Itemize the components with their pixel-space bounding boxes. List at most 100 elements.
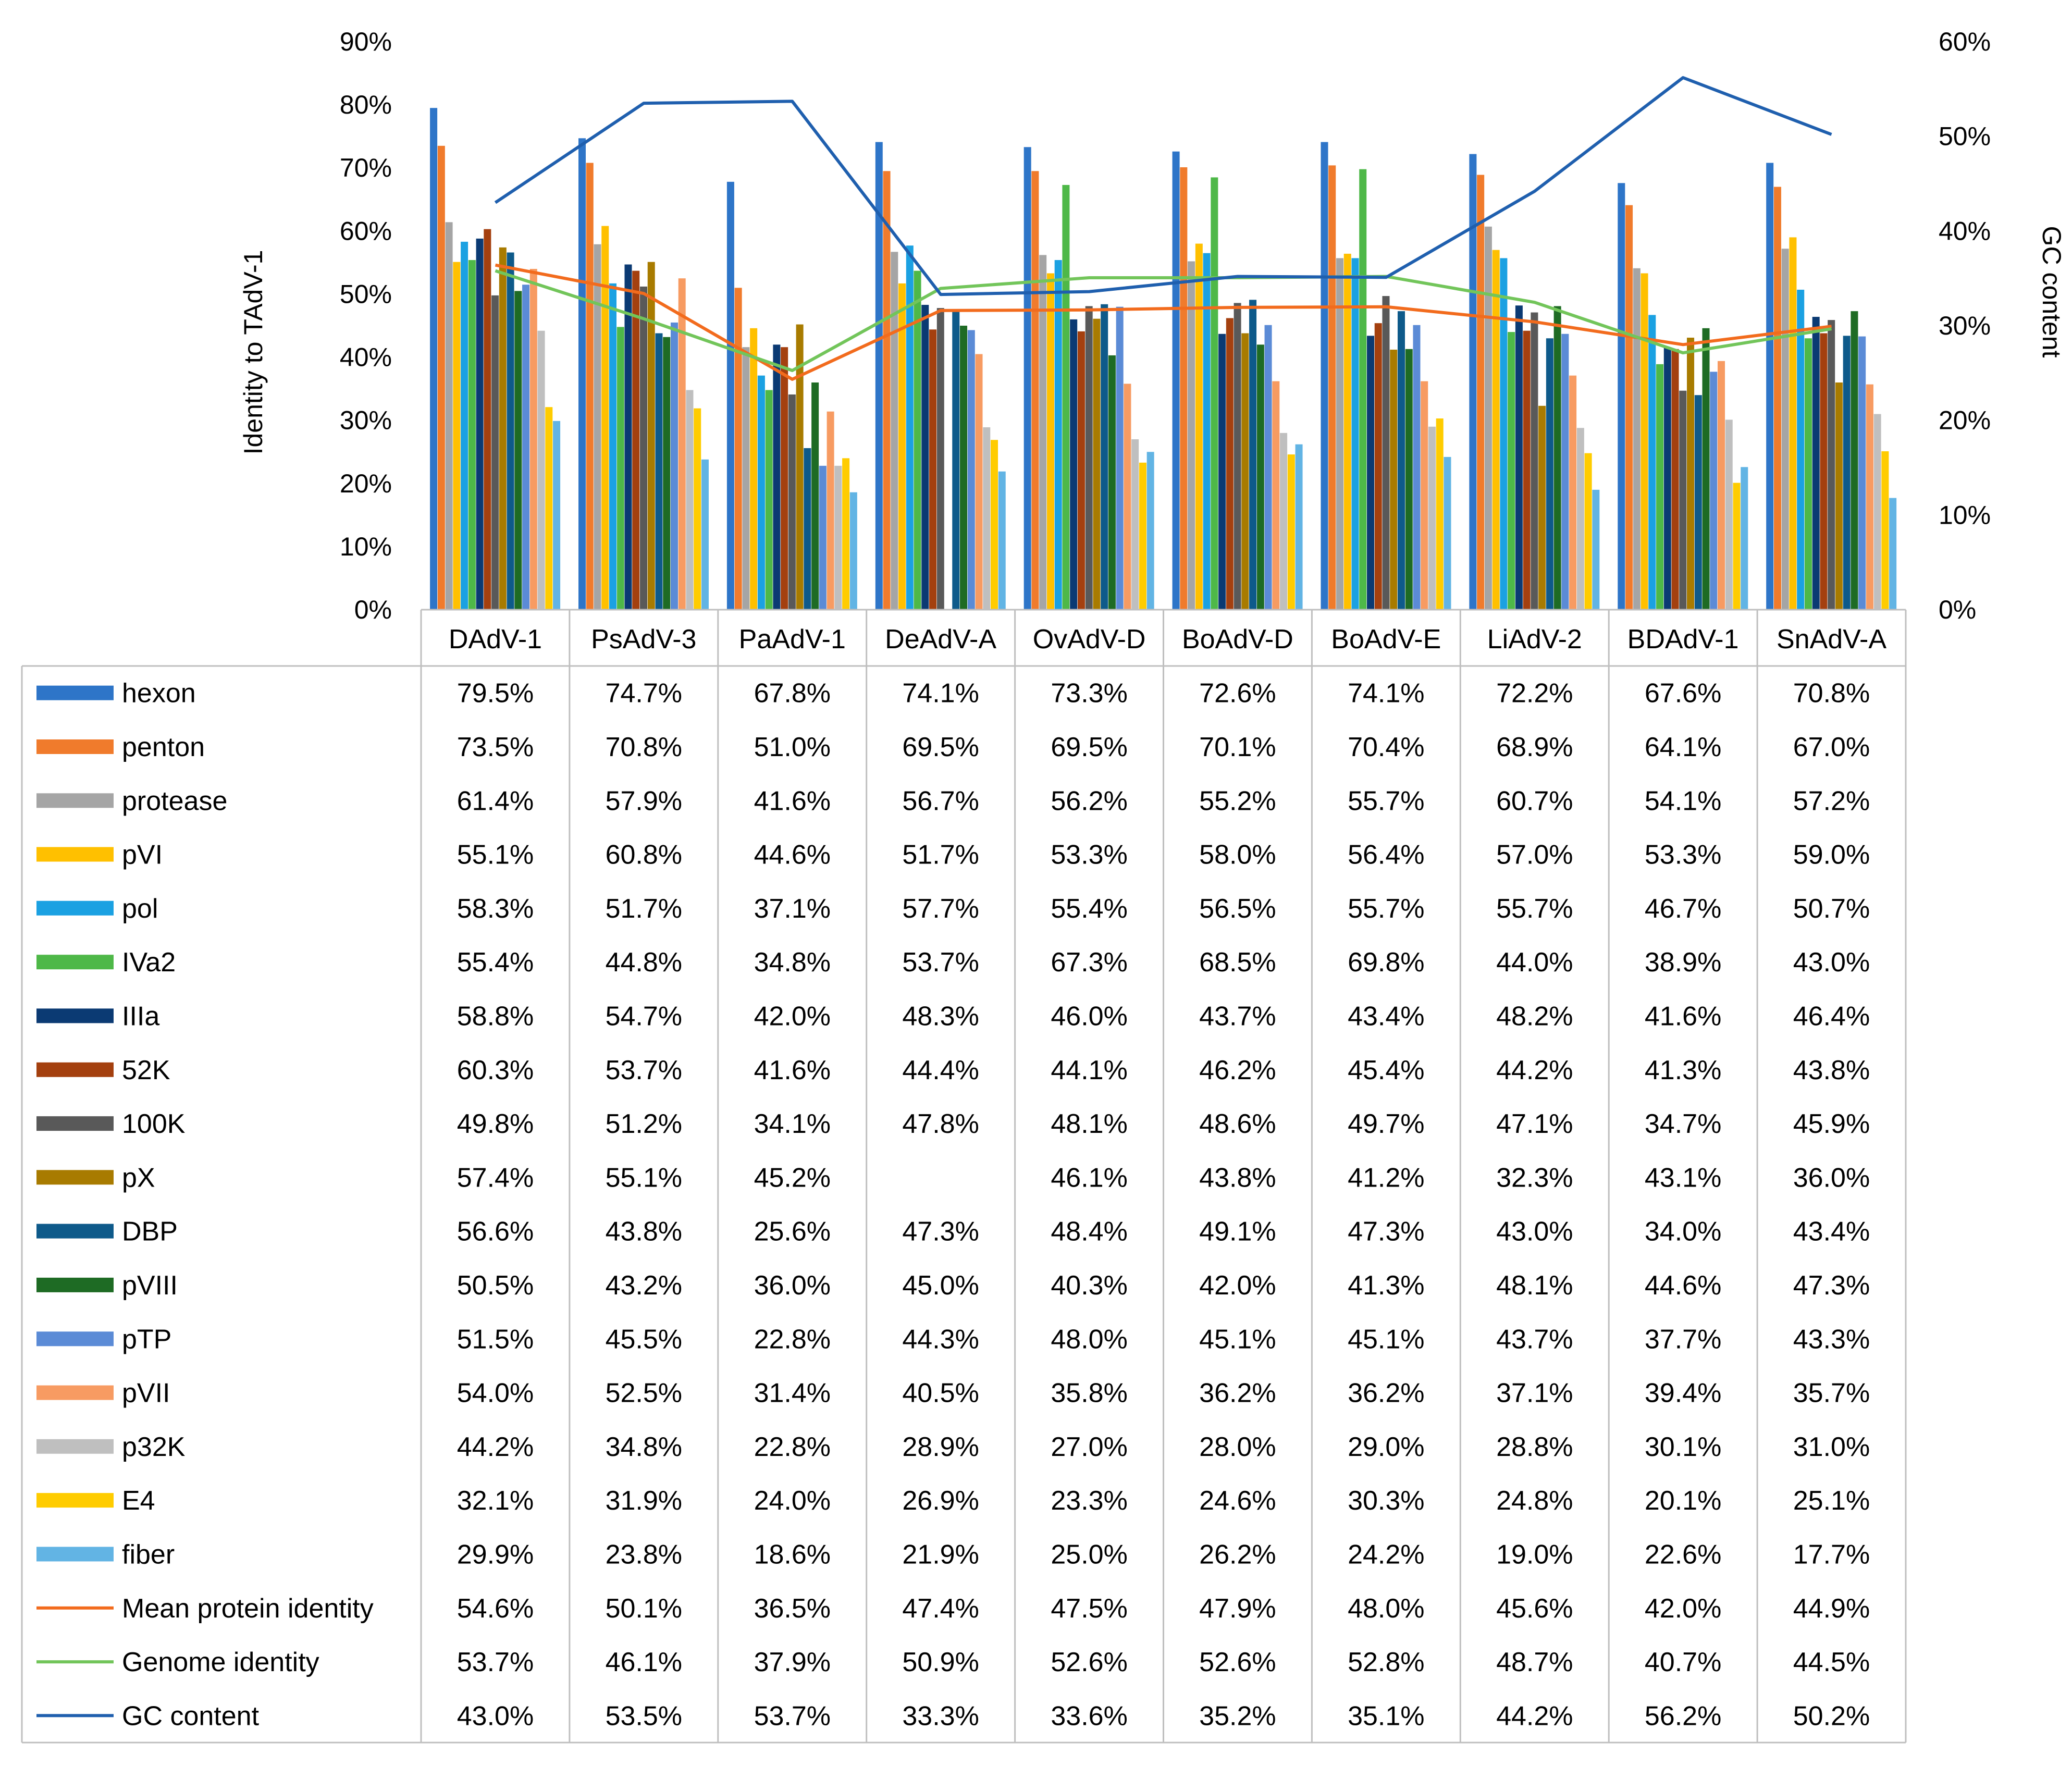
- data-label: 25.0%: [1051, 1539, 1127, 1570]
- bar-52k: [1523, 330, 1531, 610]
- bars-layer: [430, 108, 1897, 610]
- legend-swatch-iiia: [36, 1008, 114, 1023]
- y-tick-label: 60%: [340, 216, 392, 245]
- y-tick-label: 10%: [340, 532, 392, 561]
- bar-p32k: [1873, 414, 1881, 610]
- bar-ptp: [967, 330, 975, 610]
- bar-pol: [1351, 258, 1359, 610]
- data-label: 47.8%: [902, 1109, 979, 1139]
- bar-iva2: [914, 270, 921, 610]
- data-label: 74.1%: [1348, 678, 1424, 709]
- data-label: 48.4%: [1051, 1217, 1127, 1247]
- data-label: 42.0%: [1645, 1594, 1721, 1624]
- bar-fiber: [1592, 489, 1600, 610]
- data-label: 45.4%: [1348, 1055, 1424, 1085]
- bar-hexon: [578, 138, 586, 610]
- legend-label-protease: protease: [122, 786, 227, 816]
- data-label: 56.7%: [902, 786, 979, 816]
- data-label: 53.3%: [1051, 840, 1127, 870]
- bar-pvi: [1492, 250, 1500, 610]
- legend-swatch-fiber: [36, 1547, 114, 1562]
- data-label: 29.0%: [1348, 1432, 1424, 1462]
- data-label: 46.1%: [606, 1647, 682, 1677]
- bar-pviii: [663, 337, 671, 610]
- bar-hexon: [1766, 163, 1774, 610]
- bar-hexon: [875, 142, 883, 610]
- data-label: 22.8%: [754, 1432, 831, 1462]
- data-label: 28.0%: [1199, 1432, 1276, 1462]
- data-label: 29.9%: [457, 1539, 534, 1570]
- bar-52k: [1226, 318, 1234, 610]
- data-label: 43.7%: [1199, 1001, 1276, 1031]
- bar-52k: [1374, 323, 1382, 610]
- bar-pvii: [678, 278, 686, 610]
- bar-pviii: [960, 326, 968, 610]
- legend-label-gc-content: GC content: [122, 1701, 260, 1731]
- legend-label-hexon: hexon: [122, 678, 196, 709]
- data-label: 57.2%: [1793, 786, 1870, 816]
- bar-iva2: [1359, 169, 1367, 610]
- legend-swatch-penton: [36, 739, 114, 754]
- bar-fiber: [849, 492, 857, 610]
- bar-52k: [632, 270, 640, 610]
- bar-100k: [1531, 312, 1538, 610]
- bar-iva2: [1062, 184, 1070, 610]
- data-label: 46.2%: [1199, 1055, 1276, 1085]
- bar-iva2: [616, 327, 624, 610]
- legend-swatch-px: [36, 1170, 114, 1185]
- legend-label-ptp: pTP: [122, 1324, 171, 1354]
- data-label: 37.1%: [1496, 1378, 1573, 1409]
- data-label: 40.3%: [1051, 1270, 1127, 1301]
- data-label: 58.0%: [1199, 840, 1276, 870]
- data-label: 44.8%: [606, 947, 682, 978]
- data-label: 47.3%: [1348, 1217, 1424, 1247]
- data-label: 52.8%: [1348, 1647, 1424, 1677]
- data-label: 57.9%: [606, 786, 682, 816]
- bar-52k: [484, 229, 491, 610]
- data-label: 67.8%: [754, 678, 831, 709]
- data-label: 41.6%: [1645, 1001, 1721, 1031]
- bar-pol: [757, 375, 765, 610]
- y-tick-label: 80%: [340, 90, 392, 119]
- bar-protease: [1484, 226, 1492, 610]
- data-label: 60.3%: [457, 1055, 534, 1085]
- data-label: 36.5%: [754, 1594, 831, 1624]
- y-tick-label: 90%: [340, 27, 392, 56]
- legend-label-100k: 100K: [122, 1109, 186, 1139]
- bar-protease: [1188, 261, 1195, 610]
- data-label: 60.7%: [1496, 786, 1573, 816]
- data-label: 55.7%: [1496, 894, 1573, 924]
- bar-dbp: [1249, 300, 1257, 610]
- bar-protease: [891, 252, 898, 610]
- bar-fiber: [701, 459, 709, 610]
- category-label: LiAdV-2: [1487, 624, 1582, 654]
- data-label: 72.6%: [1199, 678, 1276, 709]
- data-label: 43.0%: [1793, 947, 1870, 978]
- bar-iiia: [624, 264, 632, 610]
- data-label: 53.7%: [754, 1701, 831, 1731]
- bar-ptp: [1858, 336, 1866, 610]
- bar-pvii: [1421, 381, 1428, 610]
- data-label: 26.9%: [902, 1486, 979, 1516]
- data-label: 44.4%: [902, 1055, 979, 1085]
- data-label: 44.3%: [902, 1324, 979, 1354]
- data-label: 20.1%: [1645, 1486, 1721, 1516]
- legend-swatch-pviii: [36, 1277, 114, 1292]
- data-label: 70.1%: [1199, 732, 1276, 762]
- category-label: PaAdV-1: [739, 624, 846, 654]
- data-label: 49.1%: [1199, 1217, 1276, 1247]
- legend-swatch-pvi: [36, 847, 114, 862]
- bar-e4: [1584, 453, 1592, 610]
- data-label: 32.1%: [457, 1486, 534, 1516]
- bar-52k: [929, 329, 937, 610]
- category-label: OvAdV-D: [1033, 624, 1146, 654]
- data-label: 22.6%: [1645, 1539, 1721, 1570]
- bar-fiber: [553, 421, 561, 610]
- data-label: 51.5%: [457, 1324, 534, 1354]
- data-label: 42.0%: [754, 1001, 831, 1031]
- data-label: 43.2%: [606, 1270, 682, 1301]
- data-label: 46.7%: [1645, 894, 1721, 924]
- y2-tick-label: 50%: [1939, 122, 1991, 151]
- bar-pvii: [529, 269, 537, 610]
